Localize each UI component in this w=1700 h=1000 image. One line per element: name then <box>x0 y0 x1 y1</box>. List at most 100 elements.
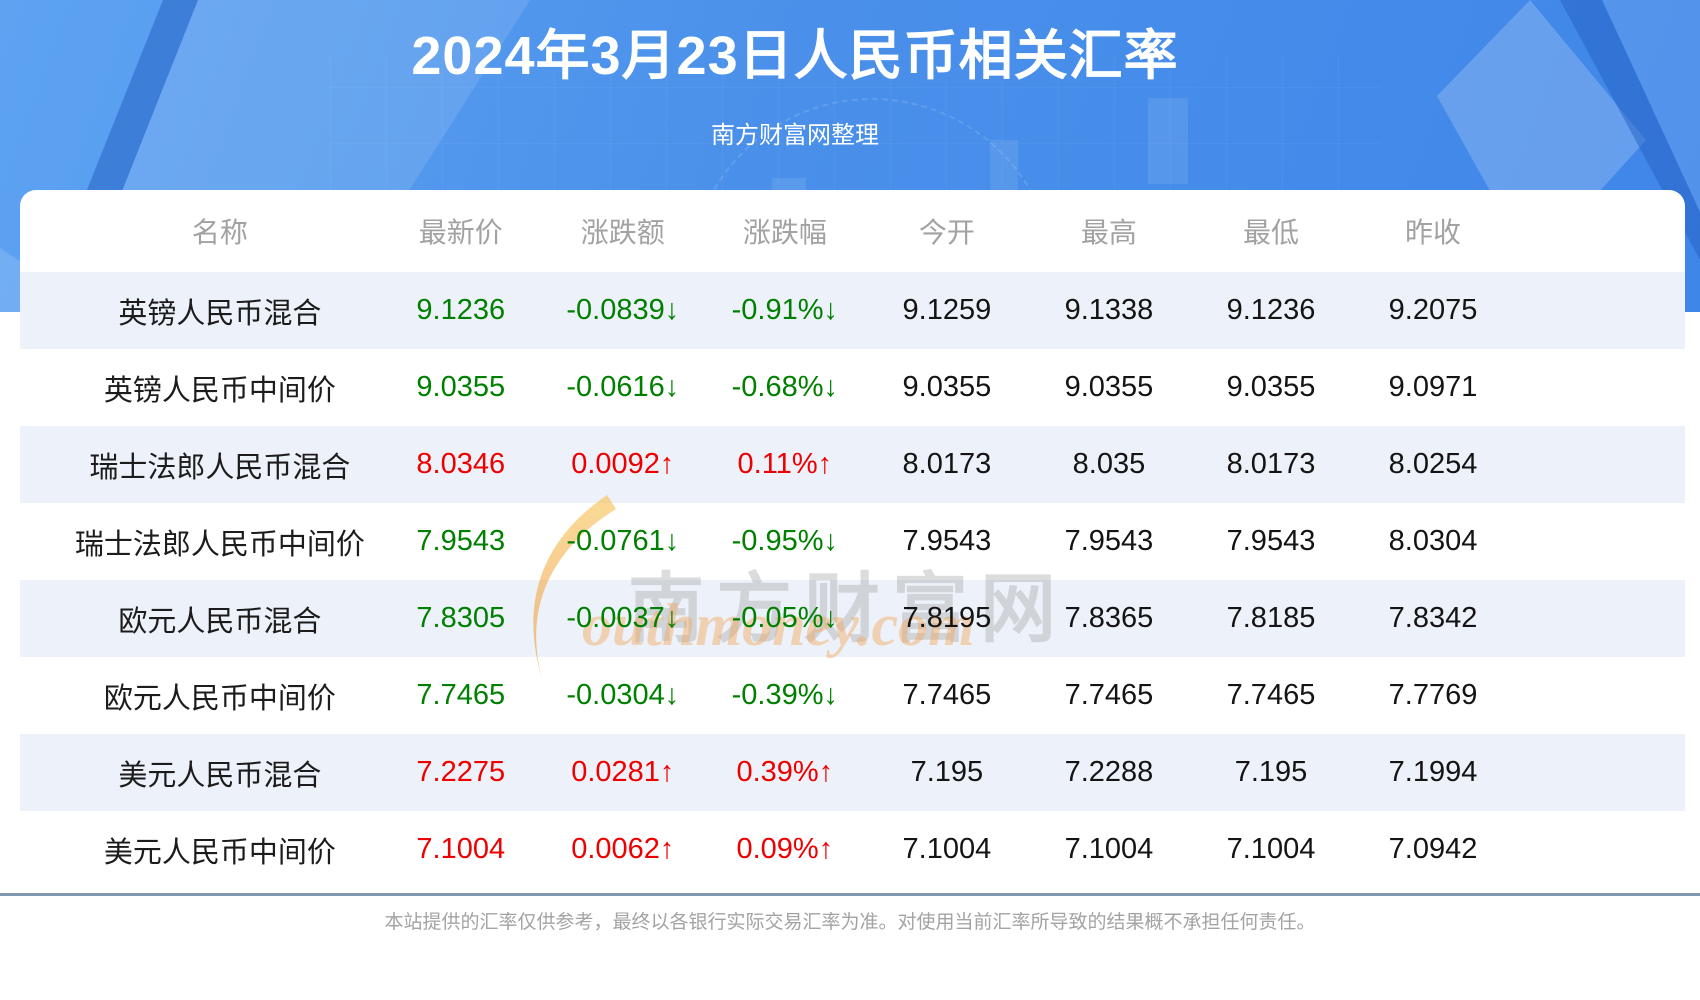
banner-text-block: 2024年3月23日人民币相关汇率 南方财富网整理 <box>0 25 1700 150</box>
low-value: 7.195 <box>1234 756 1308 788</box>
row-open-cell: 7.1004 <box>866 811 1028 888</box>
row-open-cell: 8.0173 <box>866 426 1028 503</box>
row-low-cell: 7.9543 <box>1190 503 1352 580</box>
row-change-cell: 0.0092↑ <box>542 426 704 503</box>
row-latest-cell: 7.1004 <box>380 811 542 888</box>
currency-pair-name: 英镑人民币中间价 <box>103 374 336 407</box>
high-value: 7.1004 <box>1064 833 1154 865</box>
open-value: 7.195 <box>910 756 984 788</box>
row-high-cell: 7.1004 <box>1028 811 1190 888</box>
latest-price-value: 7.9543 <box>416 525 506 557</box>
table-row: 欧元人民币中间价 7.7465 -0.0304↓ -0.39%↓ 7.7465 … <box>20 657 1685 734</box>
row-name-cell: 欧元人民币中间价 <box>60 657 380 734</box>
row-prev-cell: 8.0254 <box>1352 426 1514 503</box>
high-value: 7.8365 <box>1064 602 1154 634</box>
low-value: 7.9543 <box>1226 525 1316 557</box>
row-spacer <box>1514 657 1685 734</box>
change-percent-value: 0.11%↑ <box>737 448 833 480</box>
row-change-cell: 0.0062↑ <box>542 811 704 888</box>
prev-close-value: 8.0304 <box>1388 525 1478 557</box>
row-pct-cell: 0.09%↑ <box>704 811 866 888</box>
currency-pair-name: 瑞士法郎人民币中间价 <box>74 528 365 561</box>
row-prev-cell: 9.2075 <box>1352 272 1514 349</box>
row-high-cell: 7.2288 <box>1028 734 1190 811</box>
row-name-cell: 欧元人民币混合 <box>60 580 380 657</box>
row-change-cell: -0.0839↓ <box>542 272 704 349</box>
currency-pair-name: 欧元人民币混合 <box>118 605 322 638</box>
table-row: 美元人民币混合 7.2275 0.0281↑ 0.39%↑ 7.195 7.22… <box>20 734 1685 811</box>
row-pct-cell: 0.39%↑ <box>704 734 866 811</box>
footer-divider <box>0 893 1700 896</box>
row-change-cell: -0.0616↓ <box>542 349 704 426</box>
row-spacer <box>1514 580 1685 657</box>
row-low-cell: 7.7465 <box>1190 657 1352 734</box>
change-amount-value: 0.0281↑ <box>571 756 675 788</box>
row-spacer <box>20 426 60 503</box>
row-prev-cell: 7.1994 <box>1352 734 1514 811</box>
table-row: 瑞士法郎人民币混合 8.0346 0.0092↑ 0.11%↑ 8.0173 8… <box>20 426 1685 503</box>
low-value: 7.8185 <box>1226 602 1316 634</box>
change-percent-value: 0.09%↑ <box>736 833 834 865</box>
low-value: 9.0355 <box>1226 371 1316 403</box>
row-change-cell: -0.0761↓ <box>542 503 704 580</box>
prev-close-value: 9.0971 <box>1388 371 1478 403</box>
row-prev-cell: 7.0942 <box>1352 811 1514 888</box>
row-spacer <box>20 272 60 349</box>
change-percent-value: -0.68%↓ <box>731 371 839 403</box>
row-open-cell: 7.195 <box>866 734 1028 811</box>
header-spacer <box>1514 190 1685 272</box>
row-high-cell: 7.7465 <box>1028 657 1190 734</box>
row-pct-cell: -0.05%↓ <box>704 580 866 657</box>
row-high-cell: 9.0355 <box>1028 349 1190 426</box>
open-value: 7.8195 <box>902 602 992 634</box>
open-value: 9.0355 <box>902 371 992 403</box>
rates-card: 名称 最新价 涨跌额 涨跌幅 今开 最高 最低 昨收 英镑人民币混合 9.123… <box>20 190 1685 888</box>
row-low-cell: 9.0355 <box>1190 349 1352 426</box>
currency-pair-name: 英镑人民币混合 <box>118 297 322 330</box>
table-row: 美元人民币中间价 7.1004 0.0062↑ 0.09%↑ 7.1004 7.… <box>20 811 1685 888</box>
latest-price-value: 9.0355 <box>416 371 506 403</box>
open-value: 7.1004 <box>902 833 992 865</box>
row-spacer <box>1514 811 1685 888</box>
row-latest-cell: 9.0355 <box>380 349 542 426</box>
currency-pair-name: 美元人民币中间价 <box>103 836 336 869</box>
rates-table: 名称 最新价 涨跌额 涨跌幅 今开 最高 最低 昨收 英镑人民币混合 9.123… <box>20 190 1685 888</box>
row-spacer <box>1514 503 1685 580</box>
row-name-cell: 瑞士法郎人民币混合 <box>60 426 380 503</box>
row-spacer <box>1514 349 1685 426</box>
currency-pair-name: 美元人民币混合 <box>118 759 322 792</box>
prev-close-value: 8.0254 <box>1388 448 1478 480</box>
change-amount-value: -0.0839↓ <box>566 294 680 326</box>
currency-pair-name: 欧元人民币中间价 <box>103 682 336 715</box>
change-amount-value: -0.0037↓ <box>566 602 680 634</box>
high-value: 9.1338 <box>1064 294 1154 326</box>
row-low-cell: 7.1004 <box>1190 811 1352 888</box>
latest-price-value: 7.7465 <box>416 679 506 711</box>
row-high-cell: 9.1338 <box>1028 272 1190 349</box>
row-pct-cell: -0.95%↓ <box>704 503 866 580</box>
row-name-cell: 英镑人民币中间价 <box>60 349 380 426</box>
table-row: 英镑人民币混合 9.1236 -0.0839↓ -0.91%↓ 9.1259 9… <box>20 272 1685 349</box>
row-open-cell: 9.0355 <box>866 349 1028 426</box>
open-value: 7.7465 <box>902 679 992 711</box>
row-change-cell: 0.0281↑ <box>542 734 704 811</box>
change-amount-value: 0.0092↑ <box>571 448 675 480</box>
high-value: 9.0355 <box>1064 371 1154 403</box>
prev-close-value: 7.7769 <box>1388 679 1478 711</box>
latest-price-value: 8.0346 <box>416 448 506 480</box>
row-prev-cell: 7.8342 <box>1352 580 1514 657</box>
change-amount-value: -0.0304↓ <box>566 679 680 711</box>
latest-price-value: 7.2275 <box>416 756 506 788</box>
row-name-cell: 美元人民币中间价 <box>60 811 380 888</box>
open-value: 8.0173 <box>902 448 992 480</box>
change-amount-value: -0.0616↓ <box>566 371 680 403</box>
row-spacer <box>20 503 60 580</box>
change-amount-value: 0.0062↑ <box>571 833 675 865</box>
col-header-name: 名称 <box>191 217 248 248</box>
row-change-cell: -0.0037↓ <box>542 580 704 657</box>
row-latest-cell: 7.9543 <box>380 503 542 580</box>
disclaimer-text: 本站提供的汇率仅供参考，最终以各银行实际交易汇率为准。对使用当前汇率所导致的结果… <box>384 912 1316 933</box>
row-open-cell: 7.7465 <box>866 657 1028 734</box>
low-value: 8.0173 <box>1226 448 1316 480</box>
row-pct-cell: -0.68%↓ <box>704 349 866 426</box>
